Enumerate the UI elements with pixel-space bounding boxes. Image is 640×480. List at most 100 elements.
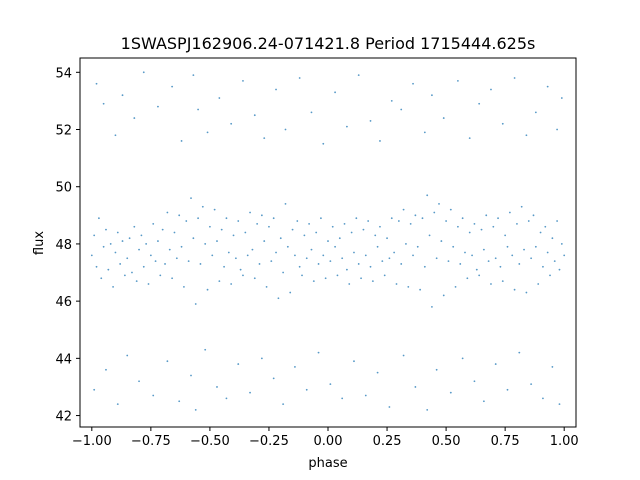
data-point (152, 223, 155, 225)
y-axis: 42 44 46 48 50 52 54 (55, 66, 80, 425)
x-tick-label: 0.25 (373, 434, 402, 449)
data-point (360, 277, 362, 280)
data-point (251, 248, 254, 251)
data-point (525, 134, 528, 137)
data-point (131, 271, 133, 274)
data-point (414, 214, 417, 217)
data-point (272, 377, 275, 380)
data-point (473, 380, 476, 383)
data-point (180, 140, 183, 142)
data-point (237, 363, 240, 365)
data-point (242, 274, 244, 277)
data-point (513, 77, 516, 79)
data-point (374, 234, 377, 237)
y-tick-label: 52 (55, 124, 72, 139)
data-point (109, 243, 112, 245)
data-point (537, 283, 540, 285)
data-point (475, 268, 478, 271)
data-point (400, 263, 403, 265)
y-tick-label: 54 (55, 66, 72, 81)
data-point (549, 274, 551, 277)
data-point (157, 105, 159, 108)
data-point (112, 285, 114, 288)
data-point (258, 263, 261, 265)
data-point (369, 120, 372, 122)
data-point (239, 268, 242, 271)
data-point (168, 248, 171, 251)
data-point (393, 251, 396, 254)
data-point (558, 268, 561, 271)
data-point (530, 383, 533, 385)
data-point (553, 260, 556, 262)
data-point (449, 208, 452, 211)
data-point (98, 217, 100, 220)
data-point (523, 248, 525, 251)
data-point (246, 254, 249, 257)
data-point (298, 265, 301, 268)
data-point (175, 257, 178, 260)
data-point (157, 240, 159, 242)
data-point (152, 394, 155, 397)
data-point (263, 137, 266, 139)
data-point (305, 257, 308, 260)
data-point (442, 117, 445, 119)
data-point (438, 202, 440, 205)
data-point (400, 108, 403, 111)
data-point (289, 291, 292, 294)
data-point (357, 74, 360, 77)
data-point (449, 391, 452, 394)
data-point (426, 194, 429, 197)
data-point (185, 220, 188, 222)
data-point (142, 71, 145, 74)
data-point (426, 408, 429, 411)
data-point (376, 245, 379, 248)
data-point (350, 231, 353, 234)
data-point (530, 257, 533, 260)
data-point (211, 254, 214, 257)
data-point (334, 245, 336, 248)
data-point (149, 254, 152, 257)
y-tick-label: 46 (55, 295, 72, 310)
data-point (197, 108, 200, 111)
data-point (253, 277, 256, 280)
data-point (138, 248, 140, 251)
data-point (284, 202, 287, 205)
data-point (279, 237, 282, 240)
data-point (459, 263, 462, 265)
x-tick-label: −0.50 (190, 434, 230, 449)
data-point (440, 240, 443, 242)
data-point (402, 354, 405, 357)
data-point (263, 240, 266, 242)
data-point (277, 297, 280, 300)
data-point (291, 228, 294, 231)
data-point (201, 205, 204, 208)
data-point (501, 280, 504, 283)
data-point (317, 263, 320, 265)
data-point (379, 225, 381, 228)
data-point (194, 408, 197, 411)
data-point (216, 240, 218, 242)
data-point (232, 234, 235, 237)
data-point (539, 231, 542, 234)
data-point (423, 265, 426, 268)
data-point (364, 254, 367, 257)
data-point (218, 280, 221, 283)
data-point (138, 380, 140, 383)
data-point (294, 254, 296, 257)
data-point (490, 88, 492, 91)
data-point (551, 366, 554, 368)
data-point (192, 237, 195, 240)
data-point (407, 285, 410, 288)
data-point (147, 283, 150, 285)
data-point (379, 140, 381, 142)
data-point (331, 225, 334, 228)
data-point (320, 217, 322, 220)
data-point (95, 82, 98, 85)
data-point (294, 366, 296, 368)
x-tick-label: −0.25 (249, 434, 289, 449)
data-point (534, 245, 537, 248)
data-point (105, 368, 107, 371)
data-point (95, 265, 98, 268)
data-point (405, 243, 407, 245)
